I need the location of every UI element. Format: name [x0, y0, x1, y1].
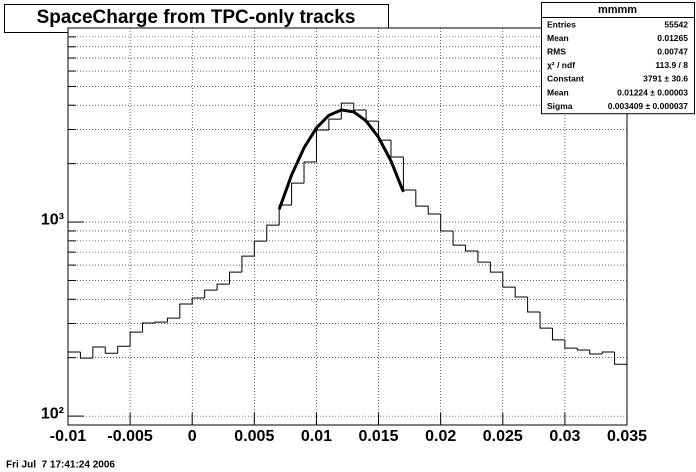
x-tick-label: 0.015 — [359, 428, 399, 445]
x-tick-label: -0.005 — [107, 428, 152, 445]
stats-label: Mean — [547, 33, 569, 43]
stats-label: χ² / ndf — [547, 60, 575, 70]
stats-title: mmmm — [598, 4, 637, 16]
histogram-bin — [415, 190, 429, 207]
y-tick-label: 10³ — [41, 211, 64, 228]
histogram-bin — [266, 224, 280, 242]
histogram-bin — [179, 303, 193, 319]
stats-label: Entries — [547, 19, 576, 29]
histogram-bin — [564, 339, 578, 349]
histogram-bin — [241, 255, 255, 273]
x-tick-label: 0 — [188, 428, 197, 445]
stats-value: 113.9 / 8 — [655, 60, 688, 70]
histogram-bin — [92, 346, 106, 359]
histogram-bin — [452, 231, 466, 246]
stats-value: 0.01265 — [657, 33, 688, 43]
x-tick-label: 0.035 — [607, 428, 647, 445]
histogram-bin — [601, 351, 615, 354]
histogram-bin — [477, 251, 491, 263]
stats-value: 0.01224 ± 0.00003 — [617, 87, 688, 97]
histogram-bin — [390, 140, 404, 158]
x-tick-label: 0.025 — [483, 428, 523, 445]
stats-box — [541, 2, 695, 115]
histogram-bin — [291, 182, 305, 206]
x-tick-label: 0.02 — [425, 428, 456, 445]
histogram-bin — [539, 311, 553, 329]
chart-title: SpaceCharge from TPC-only tracks — [37, 7, 356, 28]
histogram-bin — [154, 321, 168, 323]
histogram-bin — [142, 322, 155, 333]
footer: Fri Jul 7 17:41:24 2006 — [6, 460, 115, 471]
histogram-bin — [353, 103, 367, 111]
y-tick-label: 10² — [41, 405, 64, 422]
histogram-bin — [589, 350, 603, 355]
histogram-bin — [104, 347, 118, 354]
histogram-bin — [79, 352, 93, 359]
histogram-bin — [576, 348, 590, 351]
histogram-bin — [465, 245, 478, 252]
histogram-bin — [117, 345, 131, 354]
histogram-bin — [427, 206, 441, 215]
histogram-bin — [340, 102, 354, 120]
histogram-bin — [514, 287, 528, 298]
histogram-bin — [228, 271, 242, 285]
histogram-bin — [527, 296, 541, 313]
fit-curve — [277, 108, 405, 210]
histogram-bin — [614, 352, 627, 365]
histogram-bin — [129, 331, 143, 347]
stats-value: 55542 — [664, 19, 688, 29]
x-tick-label: -0.01 — [50, 428, 87, 445]
stats-value: 3791 ± 30.6 — [643, 74, 688, 84]
stats-value: 0.00747 — [657, 46, 688, 56]
x-tick-label: 0.005 — [234, 428, 274, 445]
histogram-bin — [303, 161, 317, 184]
stats-label: Mean — [547, 87, 569, 97]
x-tick-label: 0.03 — [549, 428, 580, 445]
histogram-bin — [204, 289, 218, 299]
plot-area — [68, 28, 627, 425]
x-tick-label: 0.01 — [301, 428, 332, 445]
histogram-bin — [502, 272, 516, 288]
stats-label: Sigma — [547, 101, 573, 111]
histogram-bin — [253, 240, 267, 257]
plot-frame — [67, 27, 628, 426]
stats-value: 0.003409 ± 0.000037 — [608, 101, 689, 111]
histogram-bin — [191, 297, 205, 305]
histogram-bin — [166, 317, 180, 323]
histogram-bin — [440, 214, 454, 232]
histogram-bin — [216, 283, 230, 291]
histogram-bin — [328, 118, 342, 131]
histogram-bin — [551, 328, 565, 341]
histogram-bin — [489, 262, 503, 273]
stats-label: RMS — [547, 46, 566, 56]
stats-label: Constant — [547, 74, 584, 84]
